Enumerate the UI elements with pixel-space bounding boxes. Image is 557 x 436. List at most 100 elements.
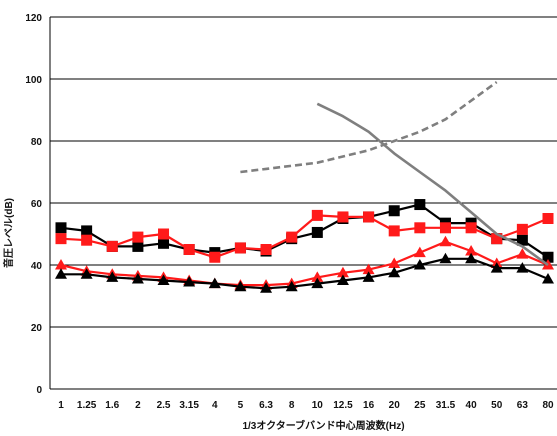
data-point-triangle: [516, 248, 529, 259]
x-tick-label: 31.5: [436, 400, 456, 411]
data-point-square: [311, 209, 323, 221]
y-tick-label: 100: [25, 75, 42, 86]
y-tick-label: 40: [31, 261, 43, 272]
data-point-triangle: [516, 262, 529, 273]
data-point-triangle: [183, 276, 196, 287]
x-tick-label: 50: [491, 400, 503, 411]
data-point-triangle: [208, 277, 221, 289]
data-point-square: [55, 222, 67, 234]
data-point-square: [81, 234, 93, 246]
data-point-square: [311, 226, 323, 238]
data-point-square: [388, 205, 400, 217]
data-point-square: [106, 240, 118, 252]
data-point-triangle: [413, 259, 426, 270]
x-tick-label: 8: [289, 400, 295, 411]
x-tick-label: 2: [135, 400, 141, 411]
data-point-square: [209, 251, 221, 263]
x-tick-label: 4: [212, 400, 218, 411]
data-point-triangle: [157, 274, 170, 285]
data-point-triangle: [542, 272, 554, 284]
data-point-square: [234, 242, 246, 254]
data-point-triangle: [131, 272, 144, 284]
data-point-triangle: [336, 266, 349, 278]
x-tick-label: 2.5: [157, 400, 171, 411]
data-point-square: [132, 240, 144, 252]
data-point-triangle: [106, 271, 119, 282]
data-point-triangle: [413, 246, 426, 258]
data-point-square: [183, 244, 195, 255]
data-point-square: [158, 228, 170, 240]
series-5: [240, 81, 498, 174]
data-point-triangle: [388, 266, 401, 278]
data-point-square: [260, 244, 272, 255]
x-tick-label: 1.25: [77, 400, 97, 411]
data-point-square: [491, 233, 503, 245]
data-point-square: [465, 222, 477, 234]
x-tick-label: 12.5: [333, 400, 353, 411]
x-tick-label: 80: [542, 400, 554, 411]
x-tick-label: 10: [312, 400, 324, 411]
data-point-square: [286, 231, 298, 243]
x-tick-label: 20: [389, 400, 401, 411]
series-line: [61, 257, 549, 290]
y-tick-label: 0: [36, 385, 42, 396]
data-point-triangle: [234, 280, 247, 292]
data-point-triangle: [465, 245, 478, 256]
series-line: [60, 240, 549, 287]
x-tick-label: 25: [414, 400, 426, 411]
data-point-square: [414, 222, 426, 234]
x-axis-title: 1/3オクターブバンド中心周波数(Hz): [242, 419, 404, 432]
y-axis-title: 音圧レベル(dB): [2, 198, 15, 268]
data-point-triangle: [311, 271, 324, 282]
data-point-triangle: [388, 257, 401, 268]
data-point-square: [55, 233, 67, 245]
data-point-triangle: [55, 268, 67, 279]
data-point-triangle: [490, 262, 503, 273]
data-point-triangle: [285, 280, 298, 292]
data-point-square: [542, 213, 554, 224]
y-tick-label: 20: [31, 323, 43, 334]
data-point-square: [158, 237, 170, 249]
data-point-triangle: [260, 282, 273, 293]
data-point-square: [132, 231, 144, 243]
x-tick-label: 40: [466, 400, 478, 411]
data-point-square: [414, 199, 426, 211]
data-point-triangle: [439, 235, 452, 247]
x-tick-label: 3.15: [179, 400, 199, 411]
series-1: [55, 209, 554, 263]
x-tick-label: 1: [58, 400, 64, 411]
y-tick-label: 120: [25, 13, 42, 24]
x-axis-ticks: 1 1.25 1.6 2 2.5 3.15 4 5 6.3 8 10 12.5 16 20 25 31.5 40…: [58, 400, 554, 411]
x-tick-label: 6.3: [259, 400, 273, 411]
data-point-triangle: [80, 268, 93, 279]
data-point-triangle: [311, 277, 324, 289]
data-point-square: [439, 222, 451, 234]
x-tick-label: 16: [363, 400, 375, 411]
y-tick-label: 60: [31, 199, 43, 210]
x-tick-label: 63: [517, 400, 529, 411]
series-4: [316, 102, 549, 267]
series-line: [240, 81, 498, 174]
data-point-triangle: [362, 271, 375, 282]
series-line: [316, 102, 549, 267]
plot-area: [55, 81, 554, 293]
data-point-triangle: [362, 263, 375, 275]
data-point-square: [363, 211, 375, 223]
data-point-square: [516, 223, 528, 235]
y-axis-ticks: 0 20 40 60 80 100 120: [25, 13, 42, 396]
data-point-square: [337, 211, 349, 223]
data-point-triangle: [439, 252, 452, 264]
data-point-triangle: [55, 259, 67, 270]
data-point-triangle: [465, 252, 478, 264]
data-point-square: [542, 251, 554, 263]
grid: [49, 16, 557, 390]
y-tick-label: 80: [31, 137, 43, 148]
x-tick-label: 1.6: [105, 400, 119, 411]
data-point-square: [516, 234, 528, 246]
x-tick-label: 5: [238, 400, 244, 411]
data-point-square: [81, 225, 93, 237]
data-point-triangle: [336, 274, 349, 285]
series-3: [55, 252, 554, 293]
data-point-square: [388, 225, 400, 237]
